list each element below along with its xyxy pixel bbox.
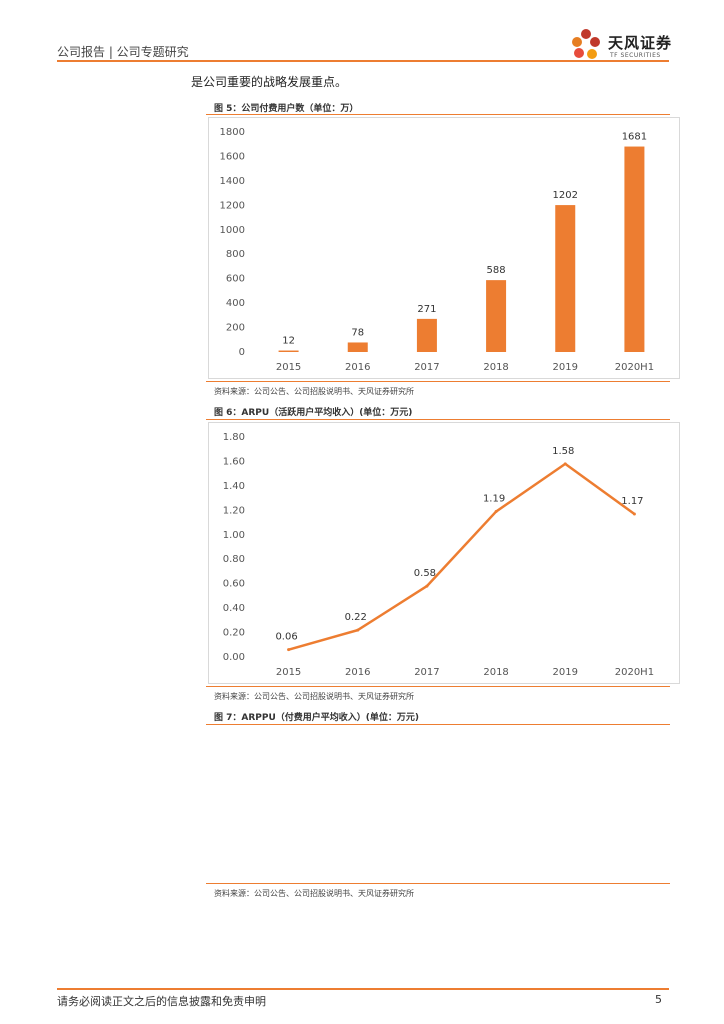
arpu-line-chart: 0.00 0.20 0.40 0.60 0.80 1.00 1.20 1.40 1.60 1.80… [223, 432, 654, 678]
data-label-2016: 0.22 [345, 612, 367, 623]
figure7-top-rule [206, 724, 670, 725]
y-tick-label-3: 600 [226, 274, 245, 285]
figure5-top-rule [206, 114, 670, 115]
figure7-source: 资料来源：公司公告、公司招股说明书、天风证券研究所 [214, 889, 414, 898]
bar-2018 [486, 280, 507, 352]
tf-securities-logo: 天风证券 TF SECURITIES [568, 24, 678, 64]
x-tick-label-4: 2019 [553, 362, 578, 373]
header-rule [57, 60, 669, 62]
x-tick-label-5: 2020H1 [615, 362, 654, 373]
disclaimer-text: 请务必阅读正文之后的信息披露和免责申明 [57, 995, 266, 1008]
x-tick-label-1: 2016 [345, 362, 370, 373]
x-tick-label-2: 2017 [414, 667, 439, 678]
data-label-2018: 588 [487, 265, 506, 276]
arpu-series-line [288, 462, 636, 651]
data-label-2016: 78 [351, 327, 364, 338]
y-tick-label-5: 1.00 [223, 530, 245, 541]
data-label-2018: 1.19 [483, 494, 505, 505]
figure5-bottom-rule [206, 381, 670, 382]
page-number: 5 [655, 993, 662, 1006]
point-2016 [356, 628, 360, 632]
y-tick-label-4: 800 [226, 249, 245, 260]
point-2017 [425, 584, 429, 588]
figure5-source: 资料来源：公司公告、公司招股说明书、天风证券研究所 [214, 387, 414, 396]
figure6-bottom-rule [206, 686, 670, 687]
y-tick-label-9: 1800 [220, 127, 245, 138]
figure6-chart-frame: 0.00 0.20 0.40 0.60 0.80 1.00 1.20 1.40 1.60 1.80… [208, 422, 680, 684]
y-tick-label-0: 0 [239, 347, 245, 358]
figure7-bottom-rule [206, 883, 670, 884]
report-type-header: 公司报告 | 公司专题研究 [57, 45, 189, 59]
bar-2019 [555, 205, 576, 352]
x-tick-label-0: 2015 [276, 362, 301, 373]
x-tick-label-5: 2020H1 [615, 667, 654, 678]
point-2020H1 [632, 512, 636, 516]
y-tick-label-0: 0.00 [223, 652, 245, 663]
figure5-chart-frame: 0 200 400 600 800 1000 1200 1400 1600 1800 2015 201… [208, 117, 680, 379]
y-tick-label-5: 1000 [220, 225, 245, 236]
point-2018 [494, 510, 498, 514]
logo-english-text: TF SECURITIES [610, 52, 661, 59]
footer-rule [57, 988, 669, 990]
x-tick-label-2: 2017 [414, 362, 439, 373]
y-tick-label-8: 1600 [220, 151, 245, 162]
y-tick-label-2: 400 [226, 298, 245, 309]
y-tick-label-7: 1400 [220, 176, 245, 187]
bar-2015 [278, 350, 299, 352]
x-tick-label-3: 2018 [483, 362, 508, 373]
data-label-2020H1: 1681 [622, 132, 647, 143]
y-tick-label-6: 1.20 [223, 505, 245, 516]
x-tick-label-0: 2015 [276, 667, 301, 678]
y-tick-label-7: 1.40 [223, 481, 245, 492]
data-label-2015: 12 [282, 336, 295, 347]
intro-paragraph: 是公司重要的战略发展重点。 [191, 75, 348, 89]
bar-2020H1 [624, 146, 645, 352]
point-2019 [563, 462, 567, 466]
logo-chinese-text: 天风证券 [608, 34, 673, 52]
x-tick-label-4: 2019 [553, 667, 578, 678]
data-label-2019: 1.58 [552, 446, 574, 457]
bar-2016 [347, 342, 368, 352]
data-label-2017: 271 [417, 304, 436, 315]
data-label-2015: 0.06 [275, 632, 297, 643]
figure6-source: 资料来源：公司公告、公司招股说明书、天风证券研究所 [214, 692, 414, 701]
figure6-top-rule [206, 419, 670, 420]
figure7-title: 图 7：ARPPU（付费用户平均收入）(单位：万元) [214, 713, 420, 723]
data-label-2019: 1202 [553, 190, 578, 201]
x-tick-label-3: 2018 [483, 667, 508, 678]
data-label-2020H1: 1.17 [621, 496, 643, 507]
x-tick-label-1: 2016 [345, 667, 370, 678]
y-tick-label-8: 1.60 [223, 456, 245, 467]
point-2015 [287, 648, 291, 652]
data-label-2017: 0.58 [414, 568, 436, 579]
flower-logo-icon [572, 29, 600, 59]
figure6-title: 图 6：ARPU（活跃用户平均收入）(单位：万元) [214, 408, 413, 418]
y-tick-label-3: 0.60 [223, 579, 245, 590]
y-tick-label-4: 0.80 [223, 554, 245, 565]
y-tick-label-1: 0.20 [223, 628, 245, 639]
y-tick-label-9: 1.80 [223, 432, 245, 443]
y-tick-label-6: 1200 [220, 200, 245, 211]
bar-2017 [416, 318, 437, 352]
paid-users-bar-chart: 0 200 400 600 800 1000 1200 1400 1600 1800 2015 201… [220, 127, 655, 373]
y-tick-label-2: 0.40 [223, 603, 245, 614]
figure5-title: 图 5：公司付费用户数（单位：万） [214, 104, 359, 114]
y-tick-label-1: 200 [226, 323, 245, 334]
